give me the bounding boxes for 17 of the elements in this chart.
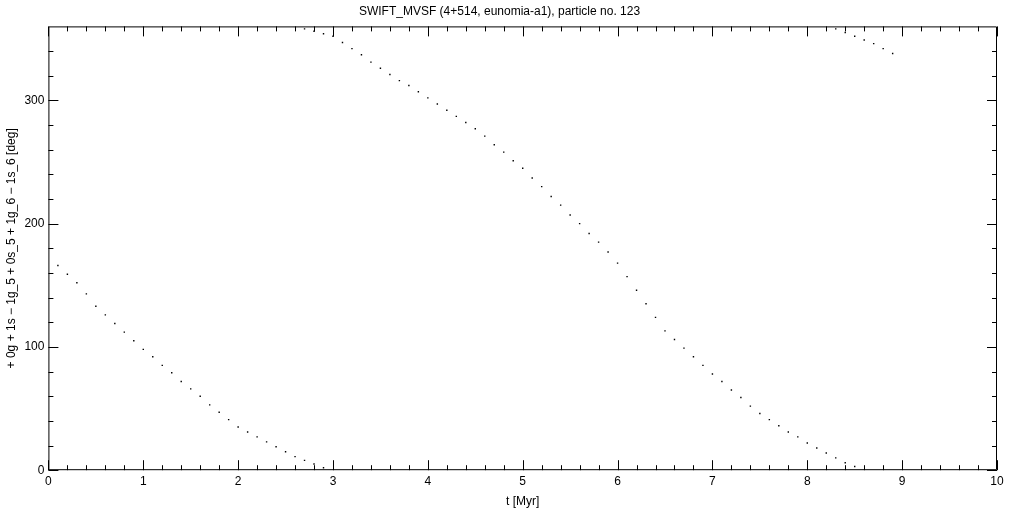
x-tick-label: 3 [329, 473, 337, 488]
x-tick-label: 2 [234, 473, 242, 488]
chart-title: SWIFT_MVSF (4+514, eunomia-a1), particle no. 123 [358, 3, 641, 18]
x-tick-label: 8 [803, 473, 811, 488]
x-tick-label: 6 [614, 473, 622, 488]
x-axis-title: t [Myr] [506, 494, 540, 509]
y-tick-label: 300 [24, 92, 45, 107]
y-tick-label: 100 [24, 339, 45, 354]
x-tick-label: 9 [898, 473, 906, 488]
y-axis-title: + 0g + 1s − 1g_5 + 0s_5 + 1g_6 − 1s_6 [deg] [3, 128, 18, 369]
y-tick-label: 0 [37, 462, 45, 477]
x-tick-label: 4 [424, 473, 432, 488]
x-tick-label: 5 [519, 473, 527, 488]
x-tick-label: 7 [709, 473, 717, 488]
x-tick-label: 10 [990, 473, 1004, 488]
x-tick-label: 1 [139, 473, 147, 488]
y-tick-label: 200 [24, 215, 45, 230]
